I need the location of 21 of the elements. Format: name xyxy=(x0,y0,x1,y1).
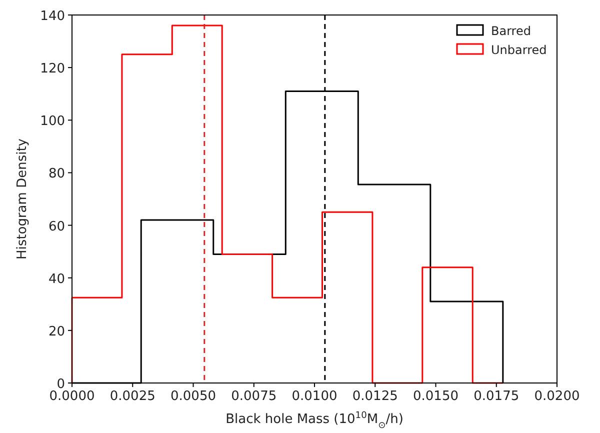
y-tick-label: 140 xyxy=(40,9,65,24)
x-tick-label: 0.0000 xyxy=(49,389,95,404)
legend-label: Barred xyxy=(491,24,531,38)
x-tick-label: 0.0100 xyxy=(292,389,338,404)
x-axis-title: Black hole Mass (10$^{10}$M$_{⊙}$/h) xyxy=(226,411,404,431)
y-tick-label: 120 xyxy=(40,62,65,77)
y-tick-label: 20 xyxy=(48,324,65,340)
x-tick-label: 0.0075 xyxy=(231,389,277,404)
y-axis-title: Histogram Density xyxy=(15,138,30,260)
y-tick-label: 100 xyxy=(40,114,65,130)
x-tick-label: 0.0150 xyxy=(413,389,458,404)
legend-label: Unbarred xyxy=(491,43,547,57)
y-tick-label: 80 xyxy=(48,166,65,182)
x-tick-label: 0.0025 xyxy=(110,389,156,404)
x-tick-label: 0.0175 xyxy=(474,389,520,404)
x-tick-label: 0.0125 xyxy=(352,389,398,404)
y-tick-label: 60 xyxy=(48,219,65,234)
y-tick-label: 40 xyxy=(48,272,65,287)
x-tick-label: 0.0200 xyxy=(534,389,580,404)
y-tick-label: 0 xyxy=(56,377,65,392)
x-tick-label: 0.0050 xyxy=(170,389,216,404)
